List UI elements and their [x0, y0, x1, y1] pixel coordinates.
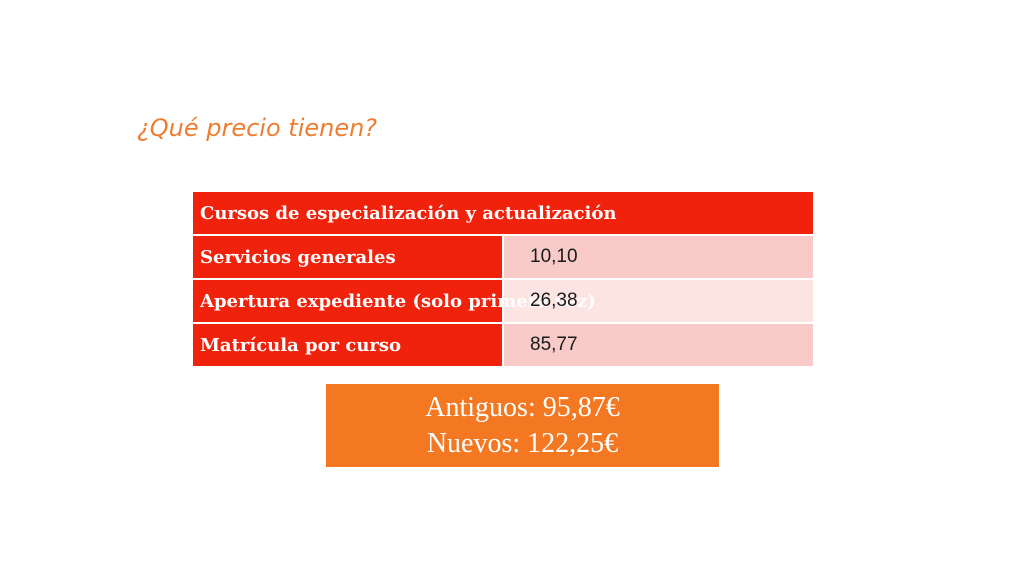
row-label-matricula-por-curso: Matrícula por curso [191, 322, 504, 368]
price-table: Cursos de especialización y actualizació… [191, 190, 815, 368]
summary-antiguos: Antiguos: 95,87€ [425, 391, 620, 423]
summary-nuevos: Nuevos: 122,25€ [426, 427, 619, 459]
slide-title: ¿Qué precio tienen? [137, 114, 378, 142]
row-value-matricula-por-curso: 85,77 [502, 322, 815, 368]
table-header: Cursos de especialización y actualizació… [191, 190, 815, 236]
row-label-servicios-generales: Servicios generales [191, 234, 504, 280]
row-value-servicios-generales: 10,10 [502, 234, 815, 280]
table-row: Matrícula por curso 85,77 [191, 322, 815, 368]
summary-box: Antiguos: 95,87€ Nuevos: 122,25€ [326, 384, 719, 467]
table-row: Servicios generales 10,10 [191, 234, 815, 280]
row-value-apertura-expediente: 26,38 [502, 278, 815, 324]
table-row: Apertura expediente (solo primera vez) 2… [191, 278, 815, 324]
table-header-row: Cursos de especialización y actualizació… [191, 190, 815, 236]
row-label-apertura-expediente: Apertura expediente (solo primera vez) [191, 278, 596, 324]
